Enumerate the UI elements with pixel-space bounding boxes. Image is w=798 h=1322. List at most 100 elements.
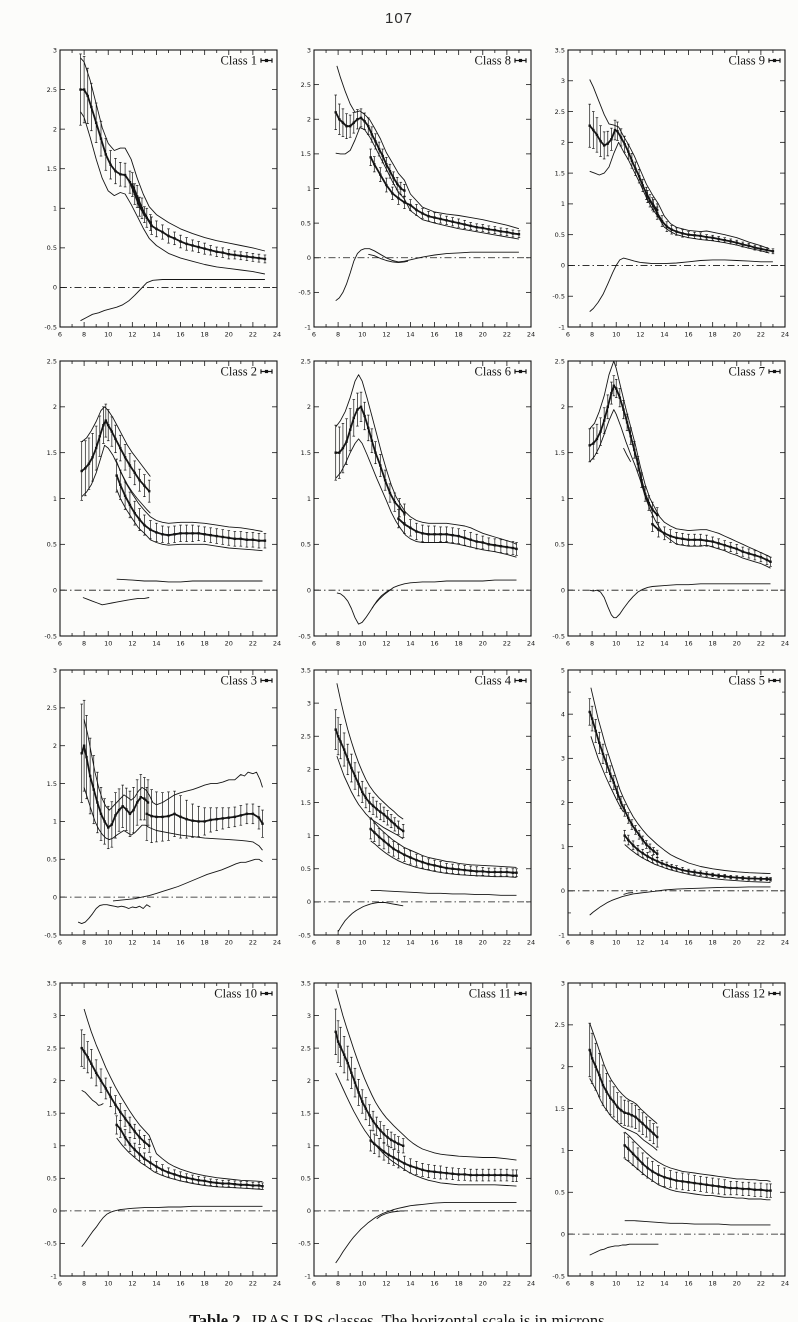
class-3-legend-label: Class 3 [221,674,257,688]
class-9-chart: 6 8 10 12 14 16 18 20 22 24 -1 -0.5 0 0.5 1 1.5 2 2.5 3 3.5… [552,46,789,339]
svg-text:12: 12 [382,331,390,339]
error-bar-icon [514,678,527,683]
svg-text:0: 0 [53,1207,57,1215]
svg-text:20: 20 [479,939,487,947]
class-1-legend-label: Class 1 [221,54,257,68]
svg-text:14: 14 [152,331,160,339]
svg-text:2: 2 [561,1063,565,1071]
svg-text:2.5: 2.5 [47,1044,57,1052]
svg-text:1.5: 1.5 [47,165,57,173]
svg-text:16: 16 [176,331,184,339]
svg-text:2: 2 [307,403,311,411]
error-bar-icon [768,678,781,683]
svg-text:14: 14 [406,331,414,339]
class-12-chart: 6 8 10 12 14 16 18 20 22 24 -0.5 0 0.5 1 1.5 2 2.5 3 Class… [552,979,789,1288]
svg-text:0: 0 [307,898,311,906]
svg-text:2: 2 [53,1077,57,1085]
svg-text:3.5: 3.5 [555,46,565,54]
svg-text:1.5: 1.5 [47,780,57,788]
svg-text:1.5: 1.5 [555,449,565,457]
svg-text:-0.5: -0.5 [552,1272,565,1280]
svg-text:4: 4 [561,710,565,718]
svg-text:12: 12 [636,331,644,339]
svg-text:0.5: 0.5 [301,219,311,227]
svg-text:20: 20 [479,640,487,648]
svg-text:1: 1 [307,185,311,193]
svg-text:12: 12 [636,939,644,947]
class-2-chart: 6 8 10 12 14 16 18 20 22 24 -0.5 0 0.5 1 1.5 2 2.5 Class … [44,357,281,648]
svg-text:8: 8 [336,331,340,339]
error-bar-icon [260,58,273,63]
svg-text:10: 10 [104,331,112,339]
svg-text:12: 12 [382,640,390,648]
svg-text:12: 12 [636,1280,644,1288]
svg-text:22: 22 [757,640,765,648]
svg-text:14: 14 [660,1280,668,1288]
svg-text:18: 18 [201,331,209,339]
svg-text:3: 3 [561,979,565,987]
svg-text:3: 3 [53,666,57,674]
svg-text:0.5: 0.5 [301,865,311,873]
svg-text:1: 1 [53,818,57,826]
svg-text:14: 14 [152,939,160,947]
class-4-chart: 6 8 10 12 14 16 18 20 22 24 -0.5 0 0.5 1 1.5 2 2.5 3 3.5 Cl… [298,666,535,947]
chart-panel-class-5: 6 8 10 12 14 16 18 20 22 24 -1 0 1 2 3 4 5 Class 5 [538,663,792,962]
class-10-legend-label: Class 10 [214,987,257,1001]
svg-text:24: 24 [781,1280,789,1288]
svg-text:2: 2 [307,116,311,124]
svg-text:16: 16 [684,939,692,947]
svg-text:14: 14 [660,640,668,648]
svg-text:16: 16 [684,1280,692,1288]
chart-panel-class-2: 6 8 10 12 14 16 18 20 22 24 -0.5 0 0.5 1 1.5 2 2.5 Class … [30,354,284,663]
svg-text:22: 22 [503,1280,511,1288]
svg-text:24: 24 [781,640,789,648]
svg-text:0.5: 0.5 [301,1175,311,1183]
svg-text:0: 0 [561,1230,565,1238]
svg-text:10: 10 [612,331,620,339]
class-4-legend-label: Class 4 [475,674,512,688]
svg-text:0: 0 [561,887,565,895]
svg-text:12: 12 [382,1280,390,1288]
svg-text:12: 12 [128,939,136,947]
svg-text:1: 1 [53,205,57,213]
svg-text:3.5: 3.5 [301,666,311,674]
svg-text:10: 10 [358,331,366,339]
svg-text:10: 10 [358,939,366,947]
svg-text:3.5: 3.5 [47,979,57,987]
class-2-legend-label: Class 2 [221,365,257,379]
class-6-legend-label: Class 6 [475,365,511,379]
svg-text:2.5: 2.5 [555,1021,565,1029]
svg-text:18: 18 [455,331,463,339]
table-caption: Table 2. IRAS LRS classes. The horizontal… [0,1311,798,1322]
svg-text:12: 12 [382,939,390,947]
svg-text:3.5: 3.5 [301,979,311,987]
svg-text:2.5: 2.5 [301,81,311,89]
svg-text:8: 8 [590,331,594,339]
svg-text:0.5: 0.5 [47,1175,57,1183]
svg-text:6: 6 [566,1280,570,1288]
svg-text:6: 6 [566,640,570,648]
svg-text:10: 10 [612,1280,620,1288]
svg-text:22: 22 [503,640,511,648]
svg-text:24: 24 [273,1280,281,1288]
class-12-legend-label: Class 12 [722,987,765,1001]
svg-text:12: 12 [128,331,136,339]
svg-text:8: 8 [336,1280,340,1288]
svg-text:1.5: 1.5 [47,449,57,457]
svg-text:18: 18 [709,640,717,648]
class-10-chart: 6 8 10 12 14 16 18 20 22 24 -1 -0.5 0 0.5 1 1.5 2 2.5 3 3.5… [44,979,281,1288]
svg-text:8: 8 [82,939,86,947]
svg-text:3: 3 [53,1012,57,1020]
svg-text:18: 18 [709,939,717,947]
svg-text:6: 6 [58,640,62,648]
svg-text:22: 22 [249,1280,257,1288]
svg-text:0: 0 [53,586,57,594]
svg-text:0.5: 0.5 [555,231,565,239]
svg-text:-1: -1 [305,1272,311,1280]
svg-text:1: 1 [53,495,57,503]
svg-text:18: 18 [201,640,209,648]
svg-text:3: 3 [307,1012,311,1020]
svg-text:-0.5: -0.5 [44,931,57,939]
svg-text:0.5: 0.5 [47,856,57,864]
svg-text:2.5: 2.5 [47,86,57,94]
